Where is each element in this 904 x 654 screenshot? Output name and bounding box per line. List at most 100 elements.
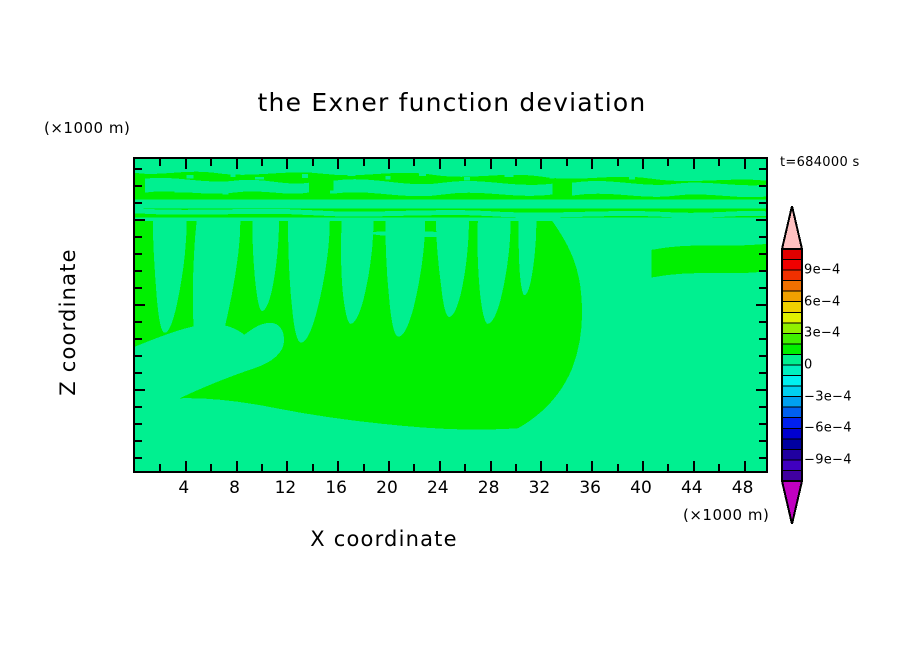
x-axis-tick	[667, 159, 670, 166]
y-axis-tick	[135, 253, 142, 256]
y-axis-tick	[135, 236, 142, 239]
x-axis-tick	[286, 159, 289, 169]
x-axis-tick	[616, 464, 619, 471]
x-axis-tick	[184, 461, 187, 471]
x-axis-tick	[692, 461, 695, 471]
colorbar-tick-label: 9e−4	[804, 262, 841, 278]
y-axis-tick	[759, 185, 766, 188]
y-axis-tick	[135, 423, 142, 426]
y-axis-tick	[135, 389, 145, 392]
y-axis-tick	[135, 219, 145, 222]
x-axis-tick	[667, 464, 670, 471]
y-axis-tick	[135, 372, 142, 375]
x-axis-tick	[362, 159, 365, 166]
y-axis-tick	[756, 219, 766, 222]
y-axis-tick	[135, 457, 142, 459]
x-axis-tick	[235, 159, 238, 169]
x-axis-tick	[362, 464, 365, 471]
x-axis-tick-label: 48	[731, 478, 754, 498]
contour-plot-area	[133, 157, 768, 473]
colorbar-tick-label: 0	[804, 357, 813, 373]
x-axis-tick	[642, 159, 644, 169]
x-axis-tick	[515, 159, 517, 166]
x-axis-tick	[565, 159, 568, 166]
x-axis-tick	[743, 159, 746, 169]
y-axis-tick	[135, 440, 142, 443]
x-axis-tick	[438, 159, 441, 169]
x-axis-tick	[261, 464, 263, 471]
x-axis-tick-label: 44	[680, 478, 703, 498]
y-axis-tick	[759, 406, 766, 409]
x-axis-tick	[210, 159, 213, 166]
x-axis-tick	[286, 461, 289, 471]
colorbar-tick-label: 6e−4	[804, 294, 841, 310]
colorbar-tick-label: −6e−4	[804, 420, 852, 436]
x-axis-tick	[489, 461, 492, 471]
x-axis-tick	[413, 464, 416, 471]
y-axis-tick	[135, 270, 142, 273]
y-axis-tick	[759, 270, 766, 273]
x-axis-tick	[413, 159, 416, 166]
x-axis-tick	[464, 464, 467, 471]
x-axis-tick-label: 16	[325, 478, 348, 498]
x-axis-tick	[464, 159, 467, 166]
y-axis-tick	[756, 304, 766, 307]
x-axis-tick-label: 4	[178, 478, 190, 498]
x-axis-tick	[565, 464, 568, 471]
x-axis-tick	[337, 461, 340, 471]
colorbar-tick-label: 3e−4	[804, 325, 841, 341]
page-title: the Exner function deviation	[257, 88, 647, 117]
x-axis-tick-label: 24	[426, 478, 449, 498]
y-axis-tick	[135, 304, 145, 307]
x-axis-tick-label: 36	[579, 478, 602, 498]
colorbar-tick-label: −3e−4	[804, 389, 852, 405]
x-axis-tick	[642, 461, 644, 471]
y-axis-tick	[135, 406, 142, 409]
x-axis-tick	[591, 461, 594, 471]
y-axis-tick	[135, 338, 142, 341]
y-axis-tick	[135, 355, 142, 358]
x-axis-tick	[515, 464, 517, 471]
x-axis-tick-label: 32	[528, 478, 551, 498]
x-axis-tick-label: 20	[376, 478, 398, 498]
x-axis-tick	[591, 159, 594, 169]
x-axis-tick-label: 12	[274, 478, 297, 498]
x-axis-tick-label: 28	[477, 478, 500, 498]
y-axis-tick	[135, 321, 142, 324]
y-axis-unit-label: (×1000 m)	[44, 119, 131, 137]
x-axis-tick	[616, 159, 619, 166]
y-axis-tick	[135, 202, 142, 205]
y-axis-tick	[759, 236, 766, 239]
contour-field	[135, 159, 766, 471]
x-axis-tick	[718, 159, 721, 166]
x-axis-tick	[184, 159, 187, 169]
x-axis-tick	[311, 464, 314, 471]
x-axis-tick	[210, 464, 213, 471]
y-axis-tick	[759, 253, 766, 256]
colorbar[interactable]: 9e−4 6e−4 3e−4 0 −3e−4 −6e−4 −9e−4	[778, 205, 852, 525]
x-axis-tick	[540, 461, 543, 471]
x-axis-tick	[159, 159, 162, 166]
y-axis-tick	[759, 457, 766, 459]
y-axis-tick	[135, 168, 142, 171]
y-axis-tick	[759, 372, 766, 375]
x-axis-tick	[743, 461, 746, 471]
y-axis-tick	[135, 287, 142, 290]
x-axis-tick	[261, 159, 263, 166]
colorbar-tick-label: −9e−4	[804, 452, 852, 468]
y-axis-tick	[135, 185, 142, 188]
x-axis-tick	[311, 159, 314, 166]
y-axis-tick	[759, 355, 766, 358]
y-axis-tick	[756, 389, 766, 392]
y-axis-tick	[759, 168, 766, 171]
x-axis-tick	[235, 461, 238, 471]
x-axis-tick	[489, 159, 492, 169]
x-axis-tick	[159, 464, 162, 471]
x-axis-tick-label: 40	[630, 478, 652, 498]
x-axis-tick	[718, 464, 721, 471]
y-axis-tick	[759, 287, 766, 290]
y-axis-tick	[759, 321, 766, 324]
y-axis-tick	[759, 202, 766, 205]
y-axis-tick	[759, 423, 766, 426]
y-axis-tick	[759, 440, 766, 443]
